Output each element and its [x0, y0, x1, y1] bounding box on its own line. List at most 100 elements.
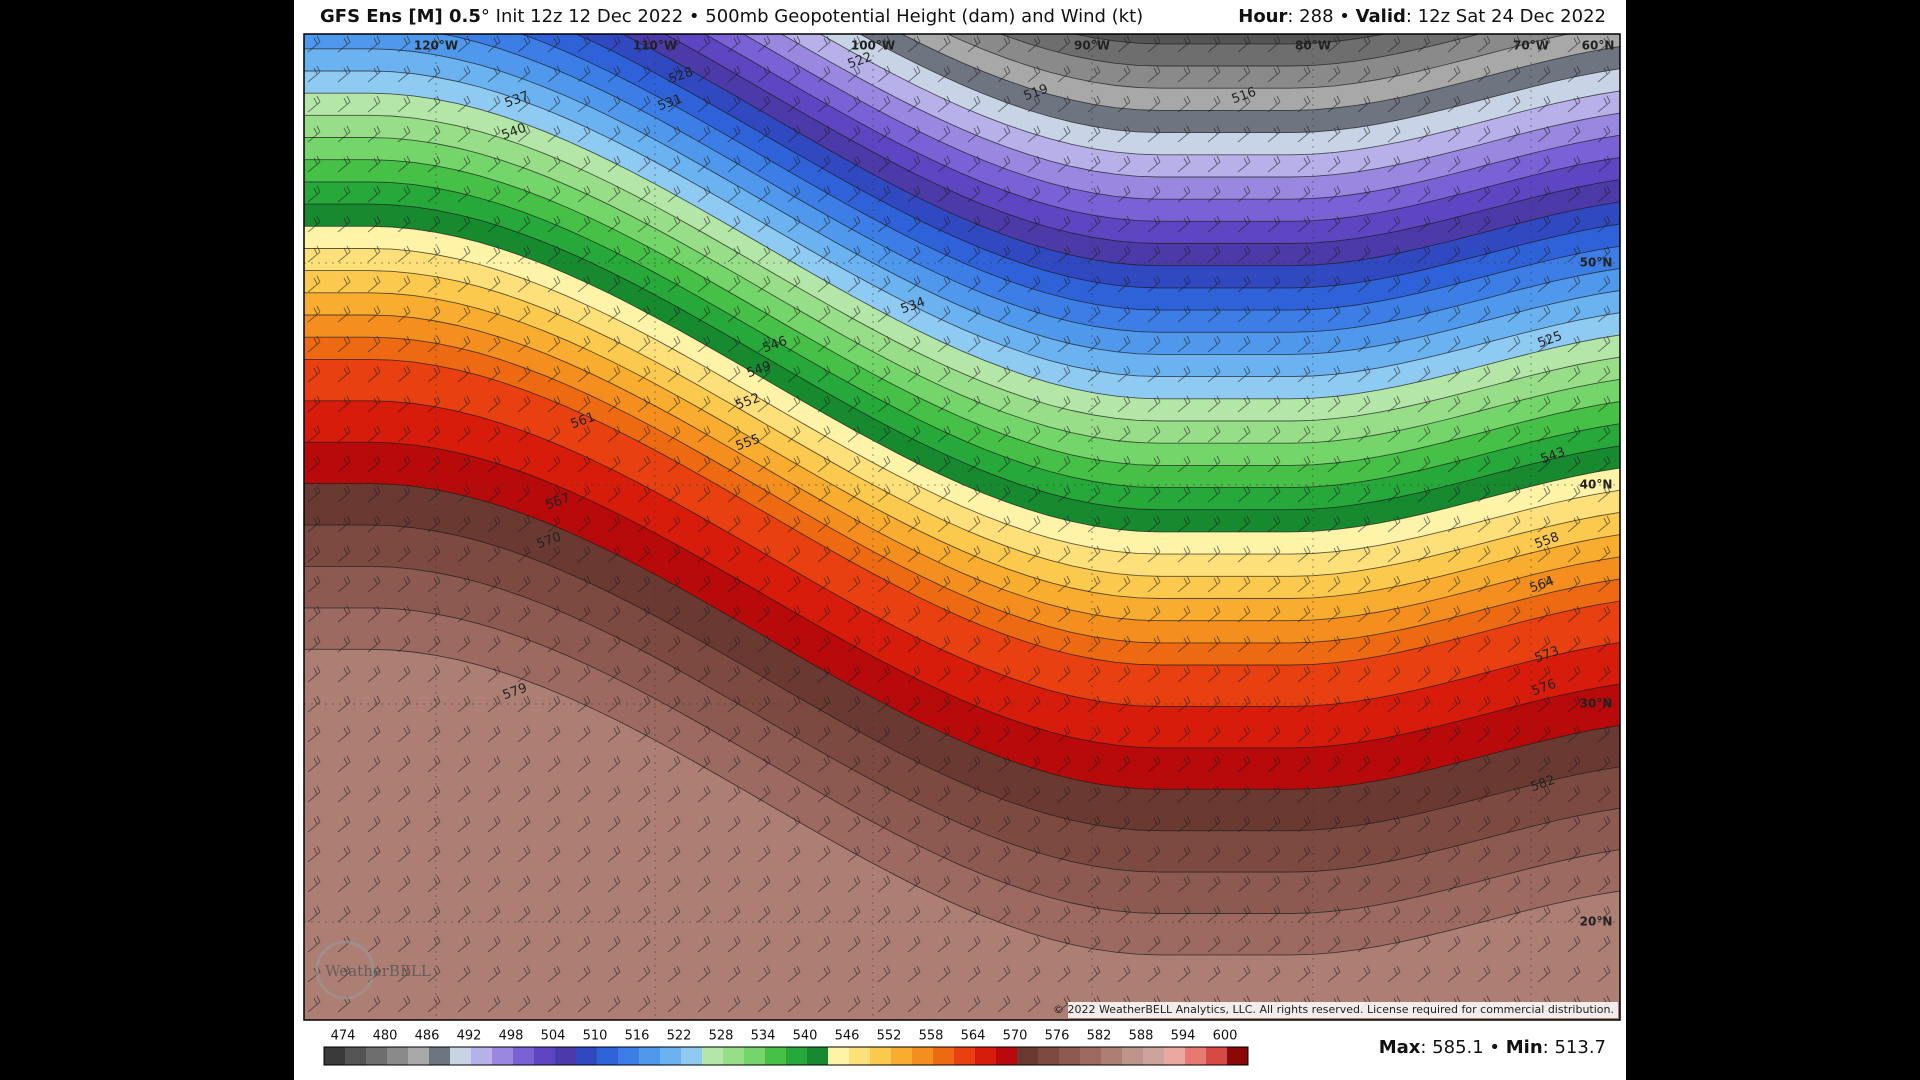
latitude-label: 40°N	[1580, 478, 1613, 492]
colorbar-swatch	[828, 1047, 849, 1065]
longitude-label: 90°W	[1074, 39, 1110, 53]
colorbar-label: 528	[709, 1029, 734, 1044]
colorbar-swatch	[597, 1047, 618, 1065]
colorbar-swatch	[996, 1047, 1017, 1065]
colorbar-swatch	[345, 1047, 366, 1065]
longitude-label: 80°W	[1295, 39, 1331, 53]
colorbar-label: 480	[373, 1029, 398, 1044]
colorbar-swatch	[891, 1047, 912, 1065]
colorbar-swatch	[1227, 1047, 1248, 1065]
colorbar-label: 558	[919, 1029, 944, 1044]
geo-labels: 120°W 110°W 100°W 90°W 80°W 70°W 60°N 50°N 40°N 3…	[414, 39, 1615, 929]
colorbar-swatch	[513, 1047, 534, 1065]
colorbar-swatch	[576, 1047, 597, 1065]
colorbar-swatch	[492, 1047, 513, 1065]
longitude-label: 100°W	[851, 39, 895, 53]
colorbar-swatch	[1101, 1047, 1122, 1065]
colorbar-swatch	[1185, 1047, 1206, 1065]
logo-ring	[315, 940, 375, 1000]
colorbar-swatch	[429, 1047, 450, 1065]
colorbar-swatch	[1122, 1047, 1143, 1065]
copyright: © 2022 WeatherBELL Analytics, LLC. All r…	[1053, 1003, 1614, 1016]
colorbar-label: 570	[1003, 1029, 1028, 1044]
colorbar-swatch	[744, 1047, 765, 1065]
colorbar-swatch	[366, 1047, 387, 1065]
colorbar-label: 576	[1045, 1029, 1070, 1044]
text-part: ° Init 12z 12 Dec 2022 • 500mb Geopotent…	[481, 6, 1143, 27]
text-part: GFS Ens [M] 0.5	[320, 6, 481, 27]
colorbar-label: 600	[1213, 1029, 1238, 1044]
text-part: : 585.1 •	[1420, 1037, 1505, 1058]
colorbar-label: 498	[499, 1029, 524, 1044]
colorbar-swatch	[849, 1047, 870, 1065]
latitude-label: 30°N	[1580, 697, 1613, 711]
colorbar-swatch	[870, 1047, 891, 1065]
map-frame	[303, 33, 1621, 1021]
colorbar: 474 480 486 492 498 504 510 516 522 528 534 540 546 5…	[323, 1029, 1249, 1066]
colorbar-label: 522	[667, 1029, 692, 1044]
colorbar-swatch	[765, 1047, 786, 1065]
colorbar-swatch	[618, 1047, 639, 1065]
colorbar-swatch	[702, 1047, 723, 1065]
header-right: Hour: 288 • Valid: 12z Sat 24 Dec 2022	[1238, 6, 1606, 27]
colorbar-swatch	[555, 1047, 576, 1065]
colorbar-swatch	[1164, 1047, 1185, 1065]
longitude-label: 110°W	[633, 39, 677, 53]
colorbar-label: 516	[625, 1029, 650, 1044]
latitude-label: 60°N	[1582, 39, 1615, 53]
colorbar-swatch	[786, 1047, 807, 1065]
longitude-label: 120°W	[414, 39, 458, 53]
colorbar-label: 540	[793, 1029, 818, 1044]
colorbar-label: 510	[583, 1029, 608, 1044]
text-part: Hour	[1238, 6, 1287, 27]
colorbar-swatch	[975, 1047, 996, 1065]
copyright-bg	[1068, 1002, 1618, 1018]
text-part: : 513.7	[1543, 1037, 1606, 1058]
logo-text: WeatherBELL	[325, 962, 431, 980]
colorbar-label: 504	[541, 1029, 566, 1044]
map	[304, 34, 1620, 1020]
colorbar-swatch	[1038, 1047, 1059, 1065]
colorbar-swatch	[639, 1047, 660, 1065]
colorbar-swatch	[1059, 1047, 1080, 1065]
colorbar-label: 564	[961, 1029, 986, 1044]
colorbar-swatch	[954, 1047, 975, 1065]
longitude-label: 70°W	[1513, 39, 1549, 53]
colorbar-swatch	[450, 1047, 471, 1065]
latitude-label: 20°N	[1580, 915, 1613, 929]
colorbar-swatch	[681, 1047, 702, 1065]
colorbar-swatch	[933, 1047, 954, 1065]
colorbar-label: 594	[1171, 1029, 1196, 1044]
colorbar-swatch	[408, 1047, 429, 1065]
colorbar-swatch	[1080, 1047, 1101, 1065]
colorbar-label: 474	[331, 1029, 356, 1044]
logo: WeatherBELL	[315, 940, 431, 1000]
colorbar-label: 552	[877, 1029, 902, 1044]
colorbar-swatch	[1143, 1047, 1164, 1065]
colorbar-label: 486	[415, 1029, 440, 1044]
max-min: Max: 585.1 • Min: 513.7	[1379, 1037, 1606, 1058]
wind-barbs	[304, 34, 1620, 1020]
text-part: : 288 •	[1287, 6, 1355, 27]
colorbar-label: 588	[1129, 1029, 1154, 1044]
header-left: GFS Ens [M] 0.5° Init 12z 12 Dec 2022 • …	[320, 6, 1143, 27]
colorbar-label: 582	[1087, 1029, 1112, 1044]
colorbar-swatch	[807, 1047, 828, 1065]
colorbar-frame	[323, 1046, 1249, 1066]
colorbar-swatch	[534, 1047, 555, 1065]
text-part: Min	[1506, 1037, 1543, 1058]
colorbar-swatch	[324, 1047, 345, 1065]
colorbar-swatch	[723, 1047, 744, 1065]
colorbar-label: 534	[751, 1029, 776, 1044]
colorbar-label: 492	[457, 1029, 482, 1044]
colorbar-label: 546	[835, 1029, 860, 1044]
colorbar-swatch	[1206, 1047, 1227, 1065]
colorbar-swatch	[660, 1047, 681, 1065]
colorbar-swatch	[912, 1047, 933, 1065]
latitude-label: 50°N	[1580, 256, 1613, 270]
colorbar-swatch	[471, 1047, 492, 1065]
colorbar-swatch	[1017, 1047, 1038, 1065]
text-part: Max	[1379, 1037, 1421, 1058]
